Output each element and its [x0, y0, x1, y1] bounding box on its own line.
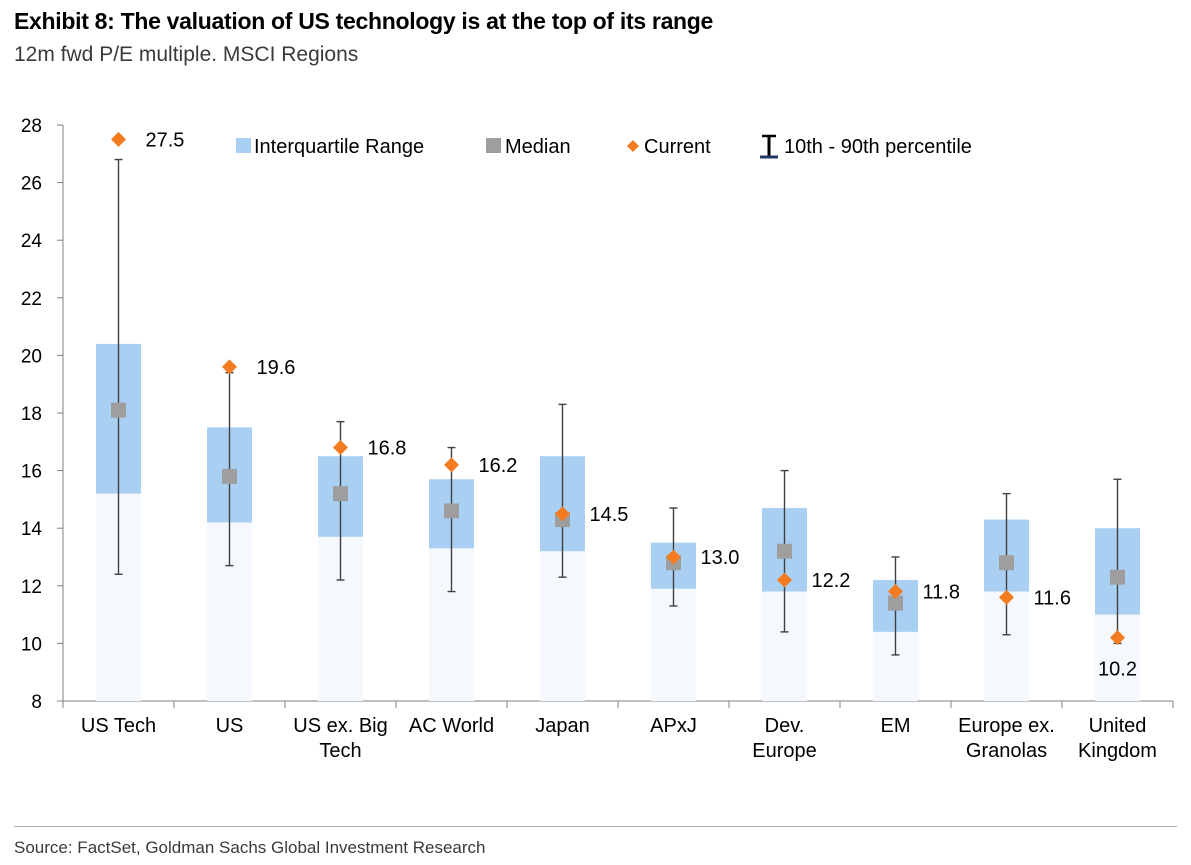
current-marker	[555, 506, 570, 522]
median-marker	[888, 595, 903, 611]
x-category-label: APxJ	[650, 715, 697, 737]
median-marker	[111, 402, 126, 418]
current-marker	[111, 131, 126, 147]
current-value-label: 11.8	[923, 582, 960, 604]
y-tick-label: 10	[21, 634, 42, 655]
median-marker	[999, 555, 1014, 571]
x-category-label: Dev.	[765, 715, 805, 737]
box-layer	[96, 158, 1140, 656]
source-note: Source: FactSet, Goldman Sachs Global In…	[14, 838, 486, 857]
current-value-label: 27.5	[146, 129, 185, 151]
y-tick-label: 20	[21, 346, 42, 367]
valuation-box-chart: 8 10 12 14 16 18 20 22 24 26 28 27.5 US Tech 19.6 US 1…	[21, 116, 1174, 762]
current-marker	[222, 359, 237, 375]
legend-median-swatch	[486, 138, 501, 153]
legend-median-label: Median	[505, 136, 571, 158]
current-value-label: 14.5	[590, 504, 629, 526]
y-tick-label: 12	[21, 577, 42, 598]
x-category-label: US Tech	[81, 715, 156, 737]
median-marker	[777, 543, 792, 559]
x-category-label: AC World	[409, 715, 494, 737]
axis-layer: 8 10 12 14 16 18 20 22 24 26 28	[21, 116, 1174, 713]
median-marker	[333, 486, 348, 502]
current-value-label: 12.2	[812, 570, 851, 592]
legend-current-label: Current	[644, 136, 711, 158]
current-value-label: 10.2	[1098, 659, 1137, 681]
legend-iqr-label: Interquartile Range	[254, 136, 424, 158]
label-layer: 27.5 US Tech 19.6 US 16.8 US ex. Big Tech 16.2 A…	[81, 129, 1157, 762]
legend: Interquartile Range Median Current 10th - 9…	[236, 134, 972, 159]
current-value-label: 16.8	[368, 438, 407, 460]
current-value-label: 13.0	[701, 547, 740, 569]
y-tick-label: 28	[21, 116, 42, 137]
y-tick-label: 24	[21, 231, 43, 252]
y-tick-label: 26	[21, 174, 42, 195]
chart-title: Exhibit 8: The valuation of US technolog…	[14, 8, 714, 34]
legend-current-swatch	[627, 140, 639, 152]
current-value-label: 11.6	[1034, 587, 1071, 609]
x-category-label: Japan	[535, 715, 590, 737]
x-category-label: Tech	[319, 740, 361, 762]
x-category-label: Europe ex.	[958, 715, 1055, 737]
marker-layer	[111, 131, 1125, 646]
current-marker	[999, 589, 1014, 605]
y-tick-label: 18	[21, 404, 42, 425]
median-marker	[222, 468, 237, 484]
y-tick-label: 14	[21, 519, 43, 540]
x-category-label: Granolas	[966, 740, 1047, 762]
current-marker	[777, 572, 792, 588]
x-category-label: Europe	[752, 740, 817, 762]
x-category-label: US ex. Big	[293, 715, 387, 737]
current-marker	[888, 584, 903, 600]
x-category-label: US	[216, 715, 244, 737]
x-category-label: Kingdom	[1078, 740, 1157, 762]
legend-iqr-swatch	[236, 138, 251, 153]
current-marker	[666, 549, 681, 565]
median-marker	[444, 503, 459, 519]
current-value-label: 16.2	[479, 455, 518, 477]
y-tick-label: 22	[21, 289, 42, 310]
chart-subtitle: 12m fwd P/E multiple. MSCI Regions	[14, 43, 359, 66]
current-value-label: 19.6	[257, 357, 296, 379]
y-tick-label: 16	[21, 462, 42, 483]
source-divider	[14, 826, 1177, 827]
median-marker	[1110, 569, 1125, 585]
legend-percentile-label: 10th - 90th percentile	[784, 136, 972, 158]
lower-range-shade	[651, 588, 696, 701]
current-marker	[1110, 630, 1125, 646]
x-category-label: United	[1089, 715, 1147, 737]
current-marker	[444, 457, 459, 473]
current-marker	[333, 440, 348, 456]
x-category-label: EM	[881, 715, 911, 737]
y-tick-label: 8	[31, 692, 42, 713]
